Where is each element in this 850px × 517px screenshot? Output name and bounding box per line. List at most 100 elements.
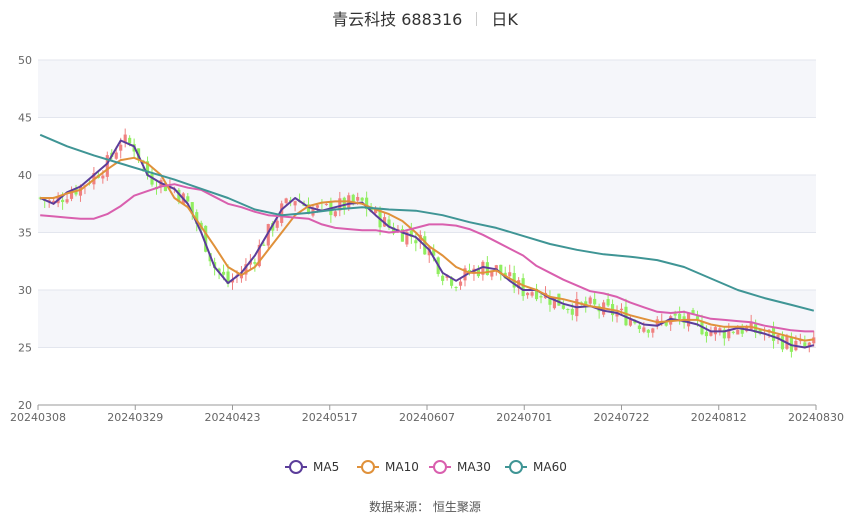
y-tick-label: 40 [18, 169, 32, 182]
ma60-line [39, 133, 815, 312]
candle-body [221, 271, 226, 275]
candle-body [740, 326, 744, 334]
candle-body [195, 212, 199, 224]
candle-body [584, 301, 588, 307]
candle-body [405, 231, 409, 245]
candle-body [360, 197, 364, 201]
legend-label-ma5: MA5 [313, 460, 339, 474]
legend-marker-ma60 [509, 460, 523, 474]
candle-body [619, 308, 624, 311]
x-tick-label: 20240830 [788, 411, 844, 424]
candle-body [257, 244, 261, 267]
candle-body [177, 189, 181, 202]
x-tick-label: 20240812 [691, 411, 747, 424]
period-label: 日K [491, 10, 518, 29]
candle-body [369, 206, 373, 212]
candle-body [306, 204, 311, 215]
candle-body [123, 134, 127, 143]
candle-body [606, 299, 610, 306]
candle-body [342, 197, 346, 210]
candle-body [593, 298, 597, 305]
candle-body [204, 225, 208, 252]
candle-body [387, 219, 391, 228]
candle-body [521, 278, 525, 297]
candle-body [190, 202, 194, 214]
x-tick-label: 20240722 [594, 411, 650, 424]
candle-body [727, 329, 731, 339]
candle-body [293, 201, 297, 206]
candle-body [508, 272, 512, 277]
candle-body [374, 208, 378, 214]
y-tick-label: 35 [18, 227, 32, 240]
candle-body [526, 292, 530, 296]
candle-body [262, 244, 266, 246]
candle-body [481, 261, 485, 275]
candle-body [338, 198, 342, 211]
candle-body [673, 313, 677, 316]
x-tick-label: 20240423 [205, 411, 261, 424]
candle-body [646, 329, 650, 333]
x-tick-label: 20240329 [107, 411, 163, 424]
candle-body [749, 321, 753, 330]
x-tick-label: 20240517 [302, 411, 358, 424]
candle-body [458, 281, 463, 286]
candle-body [731, 331, 735, 333]
candle-body [798, 340, 802, 342]
candle-body [69, 191, 74, 199]
y-tick-label: 45 [18, 112, 32, 125]
candle-body [642, 327, 646, 332]
candle-body [441, 275, 445, 281]
candle-body [105, 155, 109, 177]
candle-body [150, 173, 154, 185]
candle-body [463, 268, 467, 281]
candle-body [351, 194, 355, 203]
candle-body [678, 313, 682, 319]
candle-body [315, 205, 320, 208]
candle-body [552, 297, 556, 309]
y-tick-label: 30 [18, 284, 32, 297]
candle-body [226, 271, 230, 284]
candle-body [722, 329, 726, 339]
candle-body [803, 342, 807, 347]
candle-body [534, 288, 539, 300]
legend-marker-ma30 [433, 460, 447, 474]
legend-label-ma30: MA30 [457, 460, 491, 474]
candle-body [65, 199, 69, 203]
candle-body [186, 196, 190, 202]
data-source: 数据来源： 恒生聚源 [369, 500, 481, 514]
y-tick-label: 50 [18, 54, 32, 67]
candle-body [548, 296, 552, 305]
candle-body [284, 198, 288, 203]
candle-body [119, 144, 123, 151]
ma10-line [40, 156, 814, 342]
candle-body [561, 305, 565, 309]
candle-body [615, 311, 619, 317]
candle-body [217, 268, 221, 272]
legend-label-ma60: MA60 [533, 460, 567, 474]
candle-body [664, 321, 668, 326]
candle-body [275, 220, 279, 228]
candle-body [704, 331, 709, 337]
candle-body [570, 309, 574, 315]
grid-band [38, 175, 816, 233]
candle-body [633, 321, 637, 324]
candle-body [432, 249, 436, 256]
candle-body [736, 329, 740, 335]
candle-body [244, 264, 248, 275]
candle-body [557, 293, 561, 306]
grid-band [38, 290, 816, 348]
legend-label-ma10: MA10 [385, 460, 419, 474]
x-tick-label: 20240701 [496, 411, 552, 424]
candle-body [588, 297, 592, 304]
legend-marker-ma10 [361, 460, 375, 474]
candle-body [356, 196, 360, 201]
candle-body [101, 175, 105, 179]
candle-body [266, 224, 270, 246]
candle-body [324, 203, 328, 205]
candle-body [391, 227, 396, 234]
ma5-line [39, 139, 815, 349]
candle-body [230, 279, 235, 283]
title-separator [476, 12, 478, 26]
candle-body [365, 197, 369, 210]
candle-body [776, 335, 780, 338]
